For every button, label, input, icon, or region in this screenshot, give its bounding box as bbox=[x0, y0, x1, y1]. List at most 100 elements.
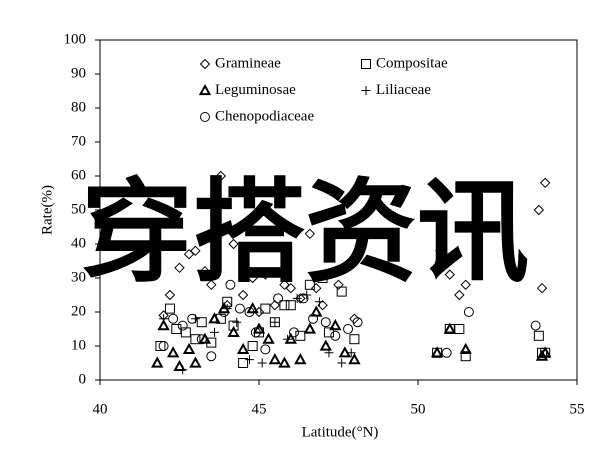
point bbox=[459, 342, 472, 354]
point bbox=[311, 282, 322, 294]
point bbox=[189, 356, 202, 368]
point bbox=[279, 279, 290, 291]
legend: Gramineae Compositae Leguminosae Liliaceae C… bbox=[198, 55, 448, 124]
point bbox=[237, 289, 249, 301]
point bbox=[178, 365, 188, 375]
point bbox=[454, 289, 465, 301]
legend-label: Leguminosae bbox=[215, 82, 296, 98]
point bbox=[337, 358, 347, 368]
point bbox=[182, 342, 196, 354]
point bbox=[304, 279, 315, 290]
y-tick-label: 10 bbox=[71, 337, 86, 353]
legend-label: Chenopodiaceae bbox=[215, 108, 314, 124]
point bbox=[285, 300, 296, 311]
point bbox=[260, 303, 271, 314]
point bbox=[190, 334, 201, 345]
point bbox=[460, 279, 471, 291]
legend-label: Gramineae bbox=[215, 55, 281, 71]
point bbox=[317, 273, 328, 283]
legend-marker bbox=[198, 83, 212, 96]
point bbox=[319, 339, 332, 351]
point bbox=[294, 353, 307, 365]
x-tick-label: 40 bbox=[93, 401, 108, 417]
point bbox=[435, 245, 446, 257]
point bbox=[352, 317, 363, 328]
legend-marker bbox=[199, 58, 211, 70]
y-tick-label: 30 bbox=[71, 269, 86, 285]
point bbox=[441, 347, 452, 358]
legend-label: Liliaceae bbox=[376, 82, 431, 98]
y-tick-label: 50 bbox=[71, 201, 86, 217]
points bbox=[151, 170, 552, 375]
point bbox=[171, 324, 182, 334]
point bbox=[454, 324, 465, 334]
point bbox=[228, 238, 239, 250]
x-tick-label: 50 bbox=[411, 401, 426, 417]
point bbox=[308, 313, 319, 324]
point bbox=[262, 332, 275, 344]
y-tick-label: 90 bbox=[71, 65, 86, 81]
point bbox=[463, 307, 474, 317]
point bbox=[278, 356, 291, 368]
x-axis-title: Latitude(°N) bbox=[302, 424, 379, 440]
point bbox=[206, 279, 217, 291]
point bbox=[164, 289, 176, 301]
point bbox=[460, 351, 471, 362]
point bbox=[187, 313, 198, 324]
point bbox=[159, 314, 169, 324]
point bbox=[219, 307, 230, 317]
point bbox=[199, 265, 211, 277]
point bbox=[158, 341, 169, 351]
point bbox=[530, 320, 541, 331]
point bbox=[183, 248, 195, 260]
point bbox=[323, 327, 334, 338]
point bbox=[539, 177, 551, 189]
point bbox=[320, 317, 331, 328]
point bbox=[444, 269, 456, 280]
point bbox=[177, 320, 188, 331]
point bbox=[157, 319, 170, 331]
point bbox=[190, 245, 201, 257]
y-axis-title: Rate(%) bbox=[39, 185, 55, 235]
point bbox=[244, 355, 254, 365]
point bbox=[250, 327, 261, 338]
point bbox=[236, 342, 250, 354]
point bbox=[228, 320, 239, 331]
point bbox=[273, 293, 284, 304]
point bbox=[536, 282, 548, 294]
point bbox=[292, 293, 302, 303]
point bbox=[174, 262, 185, 274]
point bbox=[270, 317, 280, 327]
point bbox=[232, 317, 242, 327]
point bbox=[196, 334, 207, 345]
point bbox=[533, 330, 544, 341]
point bbox=[180, 327, 191, 338]
y-tick-label: 40 bbox=[71, 235, 86, 251]
legend-label: Compositae bbox=[376, 55, 448, 71]
point bbox=[225, 279, 236, 290]
point bbox=[295, 330, 306, 341]
point bbox=[196, 317, 207, 328]
point bbox=[164, 303, 175, 314]
point bbox=[349, 334, 360, 345]
point bbox=[166, 346, 180, 358]
y-tick-label: 80 bbox=[71, 99, 86, 115]
point bbox=[285, 282, 297, 294]
point bbox=[443, 322, 456, 334]
point bbox=[330, 330, 341, 341]
point bbox=[260, 269, 271, 280]
watermark: 穿搭资讯 bbox=[81, 168, 529, 298]
point bbox=[533, 204, 545, 216]
point bbox=[227, 325, 240, 337]
point bbox=[244, 307, 255, 317]
y-tick-label: 0 bbox=[79, 371, 87, 387]
point bbox=[151, 356, 164, 368]
point bbox=[234, 303, 245, 314]
point bbox=[539, 346, 552, 358]
point bbox=[303, 322, 317, 334]
point bbox=[206, 351, 217, 362]
legend-marker bbox=[361, 59, 371, 69]
point bbox=[252, 322, 266, 334]
legend-marker bbox=[361, 86, 371, 95]
point bbox=[329, 319, 342, 331]
